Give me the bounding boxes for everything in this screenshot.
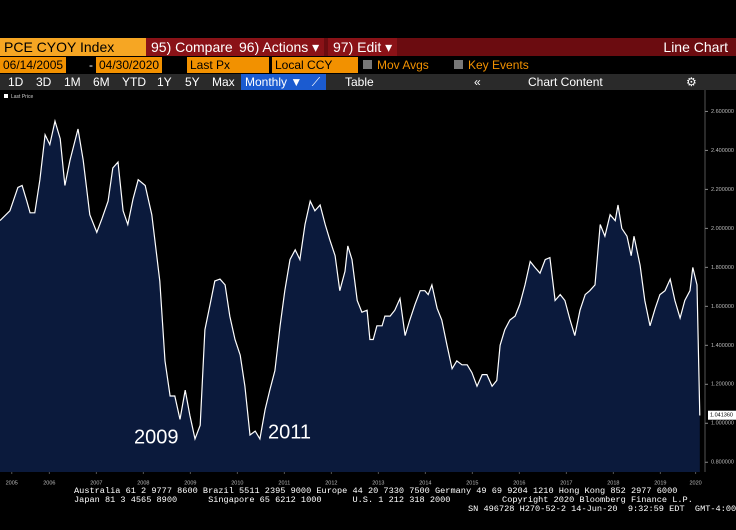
menu-button[interactable]: 95) Compare [146,38,238,56]
date-separator: - [89,58,93,72]
security-field[interactable]: PCE CYOY Index [0,38,146,56]
x-tick-label: 2017 [560,480,572,485]
legend-label: Last Price [11,94,33,100]
chart: 0.800000 1.000000 1.200000 1.400000 1.600000… [0,90,736,485]
price-line [0,118,701,442]
last-price-label: 1.041360 [710,413,733,419]
x-tick-label: 2015 [466,480,478,485]
period-button[interactable]: Max [212,75,235,89]
x-tick-label: 2005 [6,480,18,485]
menu-button[interactable]: 97) Edit ▾ [328,38,398,56]
x-tick-label: 2019 [654,480,666,485]
period-button[interactable]: 3D [36,75,52,89]
last-price-box [708,410,736,420]
table-button[interactable]: Table [345,75,374,89]
checkbox[interactable] [454,60,463,69]
y-tick-label: 1.000000 [711,421,734,427]
y-tick-label: 2.000000 [711,226,734,232]
y-tick-label: 2.400000 [711,148,734,154]
field-select[interactable]: Last Px [187,57,269,73]
checkbox[interactable] [363,60,372,69]
legend-swatch [4,94,8,98]
end-date[interactable]: 04/30/2020 [96,57,163,73]
annotation: 2009 [134,426,179,448]
x-tick-label: 2011 [278,480,290,485]
x-tick-label: 2016 [513,480,525,485]
title-bar: PCE CYOY Index 95) Compare 96) Actions ▾… [0,38,736,56]
x-tick-label: 2007 [90,480,102,485]
x-tick-label: 2020 [689,480,701,485]
settings-bar: 06/14/2005 - 04/30/2020 Last Px Local CC… [0,57,736,73]
period-button[interactable]: 1M [64,75,81,89]
y-tick-label: 2.600000 [711,109,734,115]
annotation: 2011 [268,421,311,443]
y-tick-label: 1.800000 [711,265,734,271]
frequency-select[interactable]: Monthly ▼ [241,74,307,90]
view-title: Line Chart [663,39,728,55]
x-tick-label: 2010 [231,480,243,485]
currency-select[interactable]: Local CCY [272,57,358,73]
period-button[interactable]: 6M [93,75,110,89]
y-tick-label: 2.200000 [711,187,734,193]
x-tick-label: 2009 [184,480,196,485]
y-tick-label: 1.200000 [711,382,734,388]
y-tick-label: 0.800000 [711,460,734,466]
area-fill [0,121,700,472]
settings-button[interactable]: ⚙ [686,75,697,89]
x-tick-label: 2014 [419,480,431,485]
x-tick-label: 2012 [325,480,337,485]
toggle-label[interactable]: Mov Avgs [377,58,429,72]
start-date[interactable]: 06/14/2005 [0,57,67,73]
period-button[interactable]: 1Y [157,75,172,89]
footer-line: SN 496728 H270-52-2 14-Jun-20 9:32:59 ED… [468,504,736,514]
period-button[interactable]: 1D [8,75,24,89]
period-button[interactable]: 5Y [185,75,200,89]
period-bar: 1D 3D 1M 6M YTD 1Y 5Y Max Monthly ▼ ⟋ Table « C… [0,74,736,90]
x-tick-label: 2018 [607,480,619,485]
x-tick-label: 2006 [43,480,55,485]
footer-line: Australia 61 2 9777 8600 Brazil 5511 239… [74,486,678,496]
collapse-button[interactable]: « [474,75,481,89]
x-tick-label: 2013 [372,480,384,485]
period-button[interactable]: YTD [122,75,146,89]
y-tick-label: 1.600000 [711,304,734,310]
y-tick-label: 1.400000 [711,343,734,349]
menu-button[interactable]: 96) Actions ▾ [234,38,325,56]
chart-content-button[interactable]: Chart Content [528,75,603,89]
chart-icon[interactable]: ⟋ [306,74,326,90]
toggle-label[interactable]: Key Events [468,58,529,72]
footer-line: Japan 81 3 4565 8900 Singapore 65 6212 1… [74,495,693,505]
x-tick-label: 2008 [137,480,149,485]
